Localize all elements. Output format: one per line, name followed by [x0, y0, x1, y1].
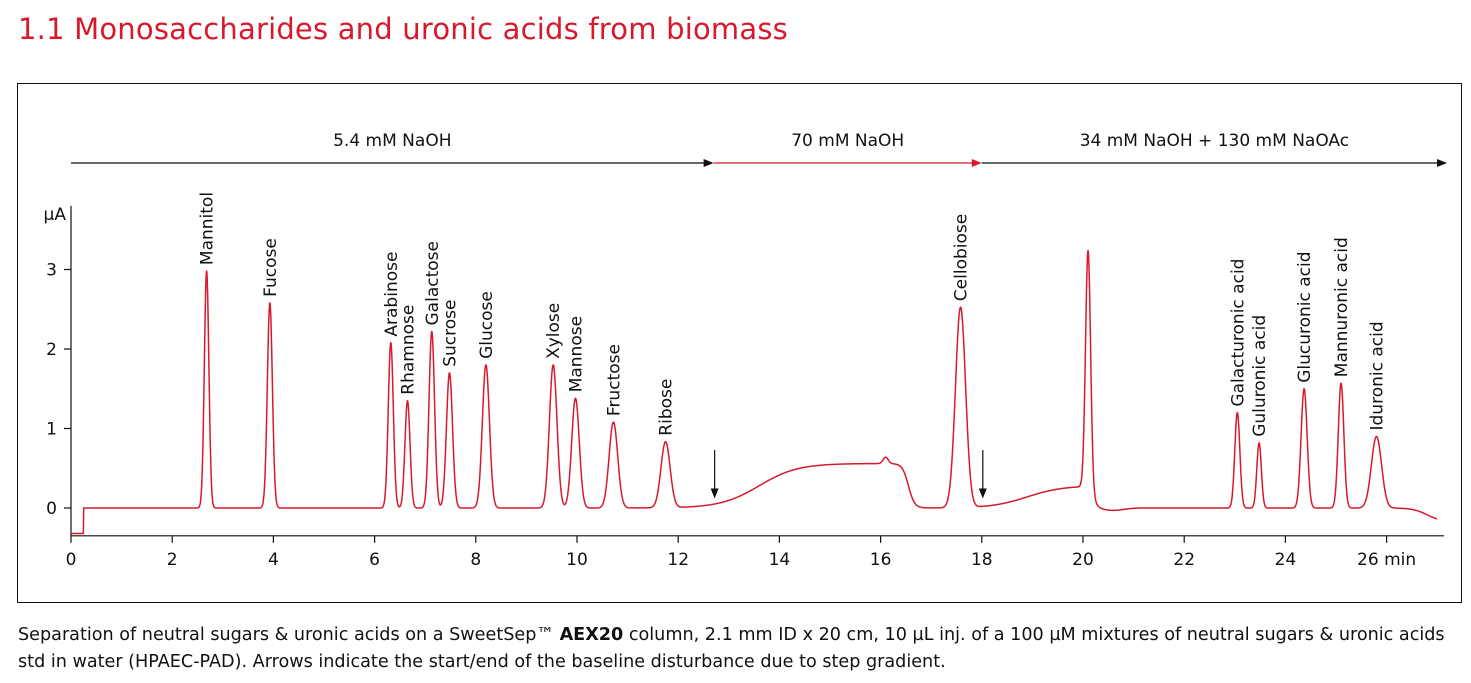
- chart-svg: 5.4 mM NaOH 70 mM NaOH 34 mM NaOH + 130 mM…: [17, 83, 1462, 603]
- y-axis-label: µA: [44, 205, 67, 225]
- trace-layer: [70, 249, 1438, 535]
- peak-label-12: Cellobiose: [952, 214, 972, 301]
- gradient-layer: 5.4 mM NaOH 70 mM NaOH 34 mM NaOH + 130 mM…: [71, 131, 1447, 167]
- x-tick-label-18: 18: [971, 550, 993, 570]
- chromatogram-trace: [70, 249, 1438, 535]
- x-tick-label-14: 14: [769, 550, 791, 570]
- peak-label-8: Xylose: [544, 303, 564, 359]
- peak-label-9: Mannose: [567, 316, 587, 392]
- x-tick-label-8: 8: [470, 550, 481, 570]
- peak-label-17: Iduronic acid: [1368, 321, 1388, 430]
- x-tick-label-2: 2: [167, 550, 178, 570]
- peak-label-13: Galacturonic acid: [1228, 259, 1248, 407]
- x-tick-label-24: 24: [1275, 550, 1297, 570]
- x-tick-label-26: 26 min: [1357, 550, 1416, 570]
- caption-text-end: column, 2.1 mm ID x 20 cm, 10 µL inj. of…: [18, 625, 1445, 672]
- y-tick-label-1: 1: [46, 420, 57, 440]
- gradient-arrowhead-3: [1437, 159, 1447, 167]
- peak-labels-layer: Mannitol Fucose ArabinoseRhamnoseGalactose…: [198, 192, 1388, 437]
- x-tick-label-22: 22: [1173, 550, 1195, 570]
- gradient-label-3: 34 mM NaOH + 130 mM NaOAc: [1080, 131, 1349, 151]
- gradient-arrowhead-2: [971, 159, 982, 167]
- peak-label-15: Glucuronic acid: [1295, 251, 1315, 382]
- y-tick-label-2: 2: [46, 340, 57, 360]
- peak-label-14: Guluronic acid: [1250, 315, 1270, 437]
- figure-caption: Separation of neutral sugars & uronic ac…: [18, 622, 1463, 676]
- peak-label-11: Ribose: [657, 379, 677, 436]
- gradient-arrowhead-1: [703, 159, 714, 167]
- disturbance-arrows-layer: [710, 449, 987, 499]
- disturbance-arrowhead-1: [710, 488, 719, 499]
- peak-label-3: Arabinose: [382, 252, 402, 337]
- caption-column-name: AEX20: [559, 625, 624, 645]
- peak-label-4: Rhamnose: [399, 305, 419, 395]
- x-tick-label-0: 0: [66, 550, 77, 570]
- gradient-label-2: 70 mM NaOH: [791, 131, 904, 151]
- caption-text-start: Separation of neutral sugars & uronic ac…: [18, 625, 560, 645]
- x-tick-label-6: 6: [369, 550, 380, 570]
- x-tick-label-12: 12: [667, 550, 689, 570]
- peak-label-16: Mannuronic acid: [1332, 237, 1352, 377]
- peak-label-7: Glucose: [477, 291, 497, 359]
- x-tick-label-10: 10: [566, 550, 588, 570]
- y-tick-label-3: 3: [46, 261, 57, 281]
- peak-label-10: Fructose: [604, 344, 624, 416]
- y-tick-label-0: 0: [46, 499, 57, 519]
- x-tick-label-4: 4: [268, 550, 279, 570]
- disturbance-arrowhead-2: [978, 488, 987, 499]
- x-tick-label-20: 20: [1072, 550, 1094, 570]
- chromatogram-chart: 5.4 mM NaOH 70 mM NaOH 34 mM NaOH + 130 mM…: [17, 83, 1462, 603]
- gradient-label-1: 5.4 mM NaOH: [333, 131, 451, 151]
- peak-label-6: Sucrose: [441, 300, 461, 367]
- peak-label-5: Galactose: [423, 241, 443, 325]
- page-title: 1.1 Monosaccharides and uronic acids fro…: [18, 12, 788, 46]
- x-tick-label-16: 16: [870, 550, 892, 570]
- peak-label-2: Fucose: [261, 238, 281, 297]
- peak-label-1: Mannitol: [198, 192, 218, 265]
- chart-border: [17, 83, 1462, 603]
